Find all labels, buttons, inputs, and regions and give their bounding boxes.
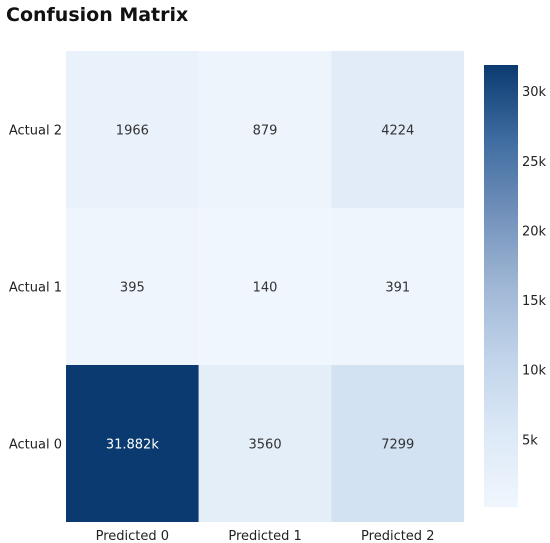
x-axis-ticks: Predicted 0 Predicted 1 Predicted 2 (96, 529, 435, 543)
heatmap-cell (66, 365, 199, 522)
colorbar-tick-label: 25k (522, 155, 547, 170)
colorbar-tick-label: 20k (522, 224, 547, 239)
heatmap-cell (66, 51, 199, 208)
cell-value-label: 7299 (381, 438, 414, 453)
cell-value-label: 391 (385, 281, 410, 296)
cell-value-label: 395 (120, 281, 145, 296)
x-tick-label: Predicted 0 (96, 529, 169, 543)
colorbar-tick-label: 15k (522, 294, 547, 309)
heatmap-cell (198, 208, 332, 365)
x-tick-label: Predicted 2 (361, 529, 434, 543)
y-tick-label: Actual 1 (9, 281, 62, 296)
chart-title: Confusion Matrix (6, 4, 188, 26)
cell-value-label: 4224 (381, 124, 414, 139)
heatmap-cell (198, 51, 332, 208)
heatmap-cell (66, 208, 199, 365)
heatmap-cell (198, 365, 332, 522)
x-tick-label: Predicted 1 (228, 529, 301, 543)
heatmap-cell (331, 208, 465, 365)
y-tick-label: Actual 0 (9, 438, 62, 453)
heatmap-cell (331, 365, 465, 522)
cell-value-label: 879 (253, 124, 278, 139)
colorbar-gradient (484, 65, 518, 507)
y-axis-ticks: Actual 2 Actual 1 Actual 0 (9, 124, 62, 453)
cell-value-label: 3560 (249, 438, 282, 453)
cell-value-label: 1966 (116, 124, 149, 139)
colorbar-tick-label: 10k (522, 364, 547, 379)
heatmap-cell (331, 51, 465, 208)
colorbar-tick-label: 5k (522, 433, 538, 448)
cell-value-label: 140 (253, 281, 278, 296)
y-tick-label: Actual 2 (9, 124, 62, 139)
cell-value-label: 31.882k (106, 438, 159, 453)
colorbar-tick-label: 30k (522, 85, 547, 100)
heatmap-cells: 1966 879 4224 395 140 391 31.882k 3560 7299 (66, 51, 465, 522)
colorbar: 5k 10k 15k 20k 25k 30k (484, 65, 547, 507)
